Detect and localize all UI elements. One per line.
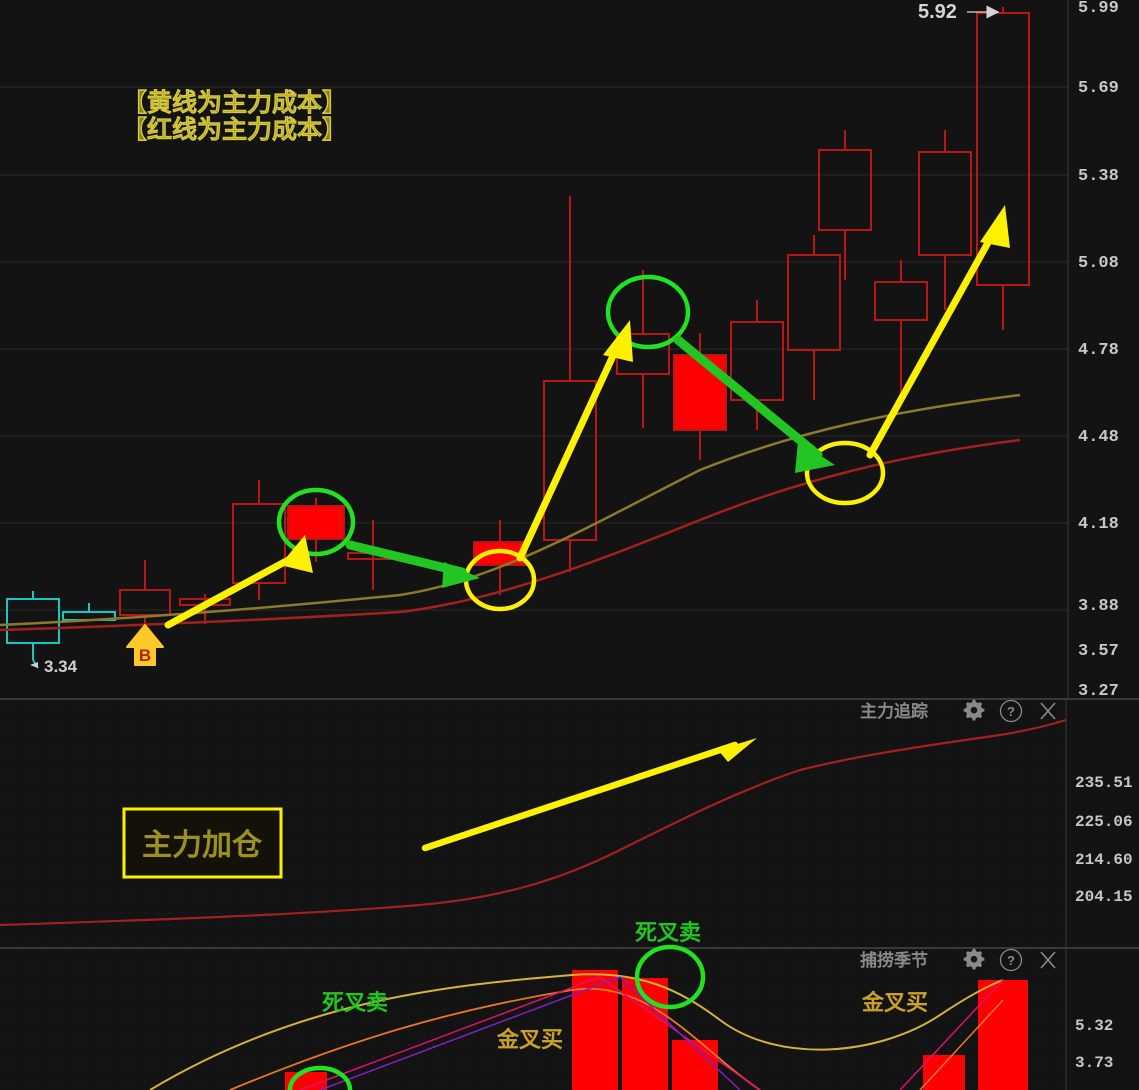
- svg-text:主力加仓: 主力加仓: [142, 829, 263, 862]
- svg-text:4.48: 4.48: [1078, 428, 1119, 447]
- svg-text:235.51: 235.51: [1075, 774, 1133, 792]
- svg-text:225.06: 225.06: [1075, 813, 1133, 831]
- svg-text:金叉买: 金叉买: [861, 990, 928, 1015]
- svg-text:214.60: 214.60: [1075, 851, 1133, 869]
- svg-text:5.32: 5.32: [1075, 1017, 1113, 1035]
- svg-text:3.88: 3.88: [1078, 597, 1119, 616]
- svg-text:5.92: 5.92: [918, 1, 957, 23]
- svg-text:死叉卖: 死叉卖: [635, 920, 701, 945]
- svg-text:3.57: 3.57: [1078, 642, 1119, 661]
- svg-text:5.99: 5.99: [1078, 0, 1119, 18]
- svg-text:204.15: 204.15: [1075, 888, 1133, 906]
- svg-text:B: B: [139, 646, 151, 665]
- svg-text:5.69: 5.69: [1078, 79, 1119, 98]
- svg-text:【红线为主力成本】: 【红线为主力成本】: [122, 115, 347, 144]
- svg-text:金叉买: 金叉买: [496, 1027, 563, 1052]
- svg-text:?: ?: [1007, 953, 1015, 968]
- svg-text:4.18: 4.18: [1078, 515, 1119, 534]
- svg-text:4.78: 4.78: [1078, 341, 1119, 360]
- svg-text:死叉卖: 死叉卖: [322, 990, 388, 1015]
- svg-text:【黄线为主力成本】: 【黄线为主力成本】: [122, 88, 347, 117]
- svg-text:3.34: 3.34: [44, 657, 78, 676]
- svg-text:主力追踪: 主力追踪: [860, 701, 928, 721]
- svg-text:5.38: 5.38: [1078, 167, 1119, 186]
- svg-text:捕捞季节: 捕捞季节: [860, 950, 928, 970]
- svg-text:5.08: 5.08: [1078, 254, 1119, 273]
- svg-text:?: ?: [1007, 704, 1015, 719]
- svg-text:3.73: 3.73: [1075, 1054, 1113, 1072]
